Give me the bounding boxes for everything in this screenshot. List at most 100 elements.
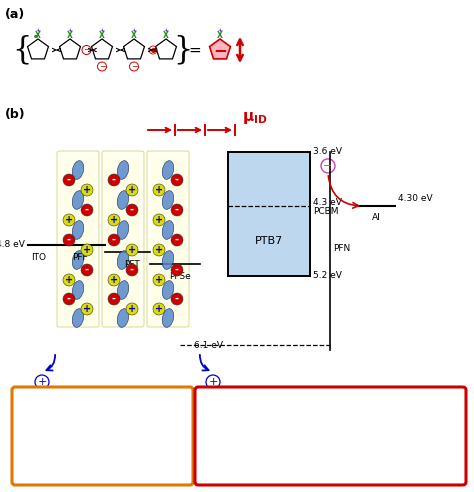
Circle shape	[108, 293, 120, 305]
Ellipse shape	[117, 190, 129, 210]
Text: +: +	[65, 275, 73, 285]
Text: +: +	[110, 215, 118, 225]
Circle shape	[108, 274, 120, 286]
Circle shape	[126, 184, 138, 196]
Text: +: +	[164, 29, 169, 33]
Ellipse shape	[72, 250, 84, 269]
Circle shape	[81, 184, 93, 196]
Ellipse shape	[117, 308, 129, 327]
Text: +: +	[155, 245, 163, 255]
Text: -: -	[85, 205, 89, 215]
Text: +: +	[67, 29, 73, 33]
Text: $\mathbf{\mu_{ID}}$: $\mathbf{\mu_{ID}}$	[242, 110, 268, 126]
Text: S: S	[272, 430, 276, 434]
FancyBboxPatch shape	[147, 151, 189, 327]
Ellipse shape	[117, 220, 129, 240]
Text: +: +	[37, 377, 46, 387]
Circle shape	[63, 214, 75, 226]
Circle shape	[171, 174, 183, 186]
Ellipse shape	[162, 308, 174, 327]
Text: +: +	[83, 185, 91, 195]
FancyBboxPatch shape	[151, 157, 185, 321]
Ellipse shape	[72, 220, 84, 240]
Circle shape	[153, 244, 165, 256]
Text: n: n	[426, 398, 430, 406]
Text: +: +	[83, 304, 91, 314]
Text: R = 2-ethylhexyl: R = 2-ethylhexyl	[375, 442, 428, 448]
Circle shape	[108, 174, 120, 186]
Ellipse shape	[117, 160, 129, 180]
Text: ROOC: ROOC	[213, 440, 236, 450]
Text: -: -	[130, 205, 134, 215]
Text: +: +	[128, 304, 136, 314]
Polygon shape	[210, 39, 230, 59]
Circle shape	[108, 234, 120, 246]
Ellipse shape	[162, 250, 174, 269]
Text: +: +	[155, 304, 163, 314]
Text: -: -	[130, 265, 134, 275]
Text: X: X	[217, 31, 223, 40]
Text: (b): (b)	[5, 108, 26, 121]
Text: −: −	[99, 62, 105, 71]
Text: +: +	[65, 215, 73, 225]
Circle shape	[153, 214, 165, 226]
Text: +: +	[100, 29, 105, 33]
Text: 4.8 eV: 4.8 eV	[0, 240, 25, 249]
Circle shape	[171, 264, 183, 276]
Circle shape	[171, 293, 183, 305]
FancyBboxPatch shape	[61, 157, 95, 321]
Circle shape	[81, 264, 93, 276]
Ellipse shape	[72, 160, 84, 180]
Text: OR: OR	[252, 394, 264, 402]
Ellipse shape	[162, 190, 174, 210]
Circle shape	[126, 264, 138, 276]
Text: -: -	[112, 294, 116, 304]
Text: X: X	[163, 31, 169, 40]
Text: -: -	[175, 235, 179, 245]
Ellipse shape	[72, 190, 84, 210]
Text: Large: Large	[136, 399, 164, 407]
FancyBboxPatch shape	[106, 157, 140, 321]
Text: -: -	[175, 205, 179, 215]
Ellipse shape	[162, 220, 174, 240]
FancyBboxPatch shape	[12, 387, 193, 485]
Text: -: -	[112, 175, 116, 185]
Text: PFF: PFF	[72, 252, 88, 262]
Circle shape	[153, 274, 165, 286]
Text: F: F	[211, 398, 215, 406]
Circle shape	[153, 184, 165, 196]
Text: 5.2 eV: 5.2 eV	[313, 271, 342, 280]
Text: $E_{vac}$: $E_{vac}$	[23, 399, 42, 411]
Text: -: -	[175, 265, 179, 275]
Text: $\Delta\phi$: $\Delta\phi$	[63, 406, 77, 420]
Circle shape	[126, 204, 138, 216]
Text: PTB7: PTB7	[255, 236, 283, 246]
Text: Small: Small	[56, 399, 84, 407]
Ellipse shape	[72, 280, 84, 299]
Text: +: +	[208, 377, 218, 387]
Text: +: +	[128, 185, 136, 195]
Circle shape	[63, 234, 75, 246]
Circle shape	[63, 293, 75, 305]
Bar	[228, 152, 310, 276]
Circle shape	[63, 174, 75, 186]
Circle shape	[81, 204, 93, 216]
Text: [PTB7]: [PTB7]	[307, 463, 349, 473]
Circle shape	[126, 244, 138, 256]
Text: +: +	[128, 245, 136, 255]
Text: PFSe: PFSe	[169, 272, 191, 281]
Ellipse shape	[117, 280, 129, 299]
Text: +: +	[110, 275, 118, 285]
Text: -: -	[85, 265, 89, 275]
Text: }: }	[173, 34, 193, 65]
Text: S: S	[240, 430, 244, 434]
Text: +: +	[155, 185, 163, 195]
Text: =: =	[189, 42, 201, 58]
Text: -: -	[175, 175, 179, 185]
Ellipse shape	[162, 160, 174, 180]
Text: -: -	[67, 235, 71, 245]
Circle shape	[153, 303, 165, 315]
Text: X: X	[131, 31, 137, 40]
Text: X: X	[67, 31, 73, 40]
Text: -: -	[175, 294, 179, 304]
